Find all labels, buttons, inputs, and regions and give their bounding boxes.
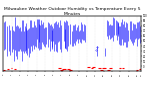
- Title: Milwaukee Weather Outdoor Humidity vs Temperature Every 5 Minutes: Milwaukee Weather Outdoor Humidity vs Te…: [4, 7, 140, 16]
